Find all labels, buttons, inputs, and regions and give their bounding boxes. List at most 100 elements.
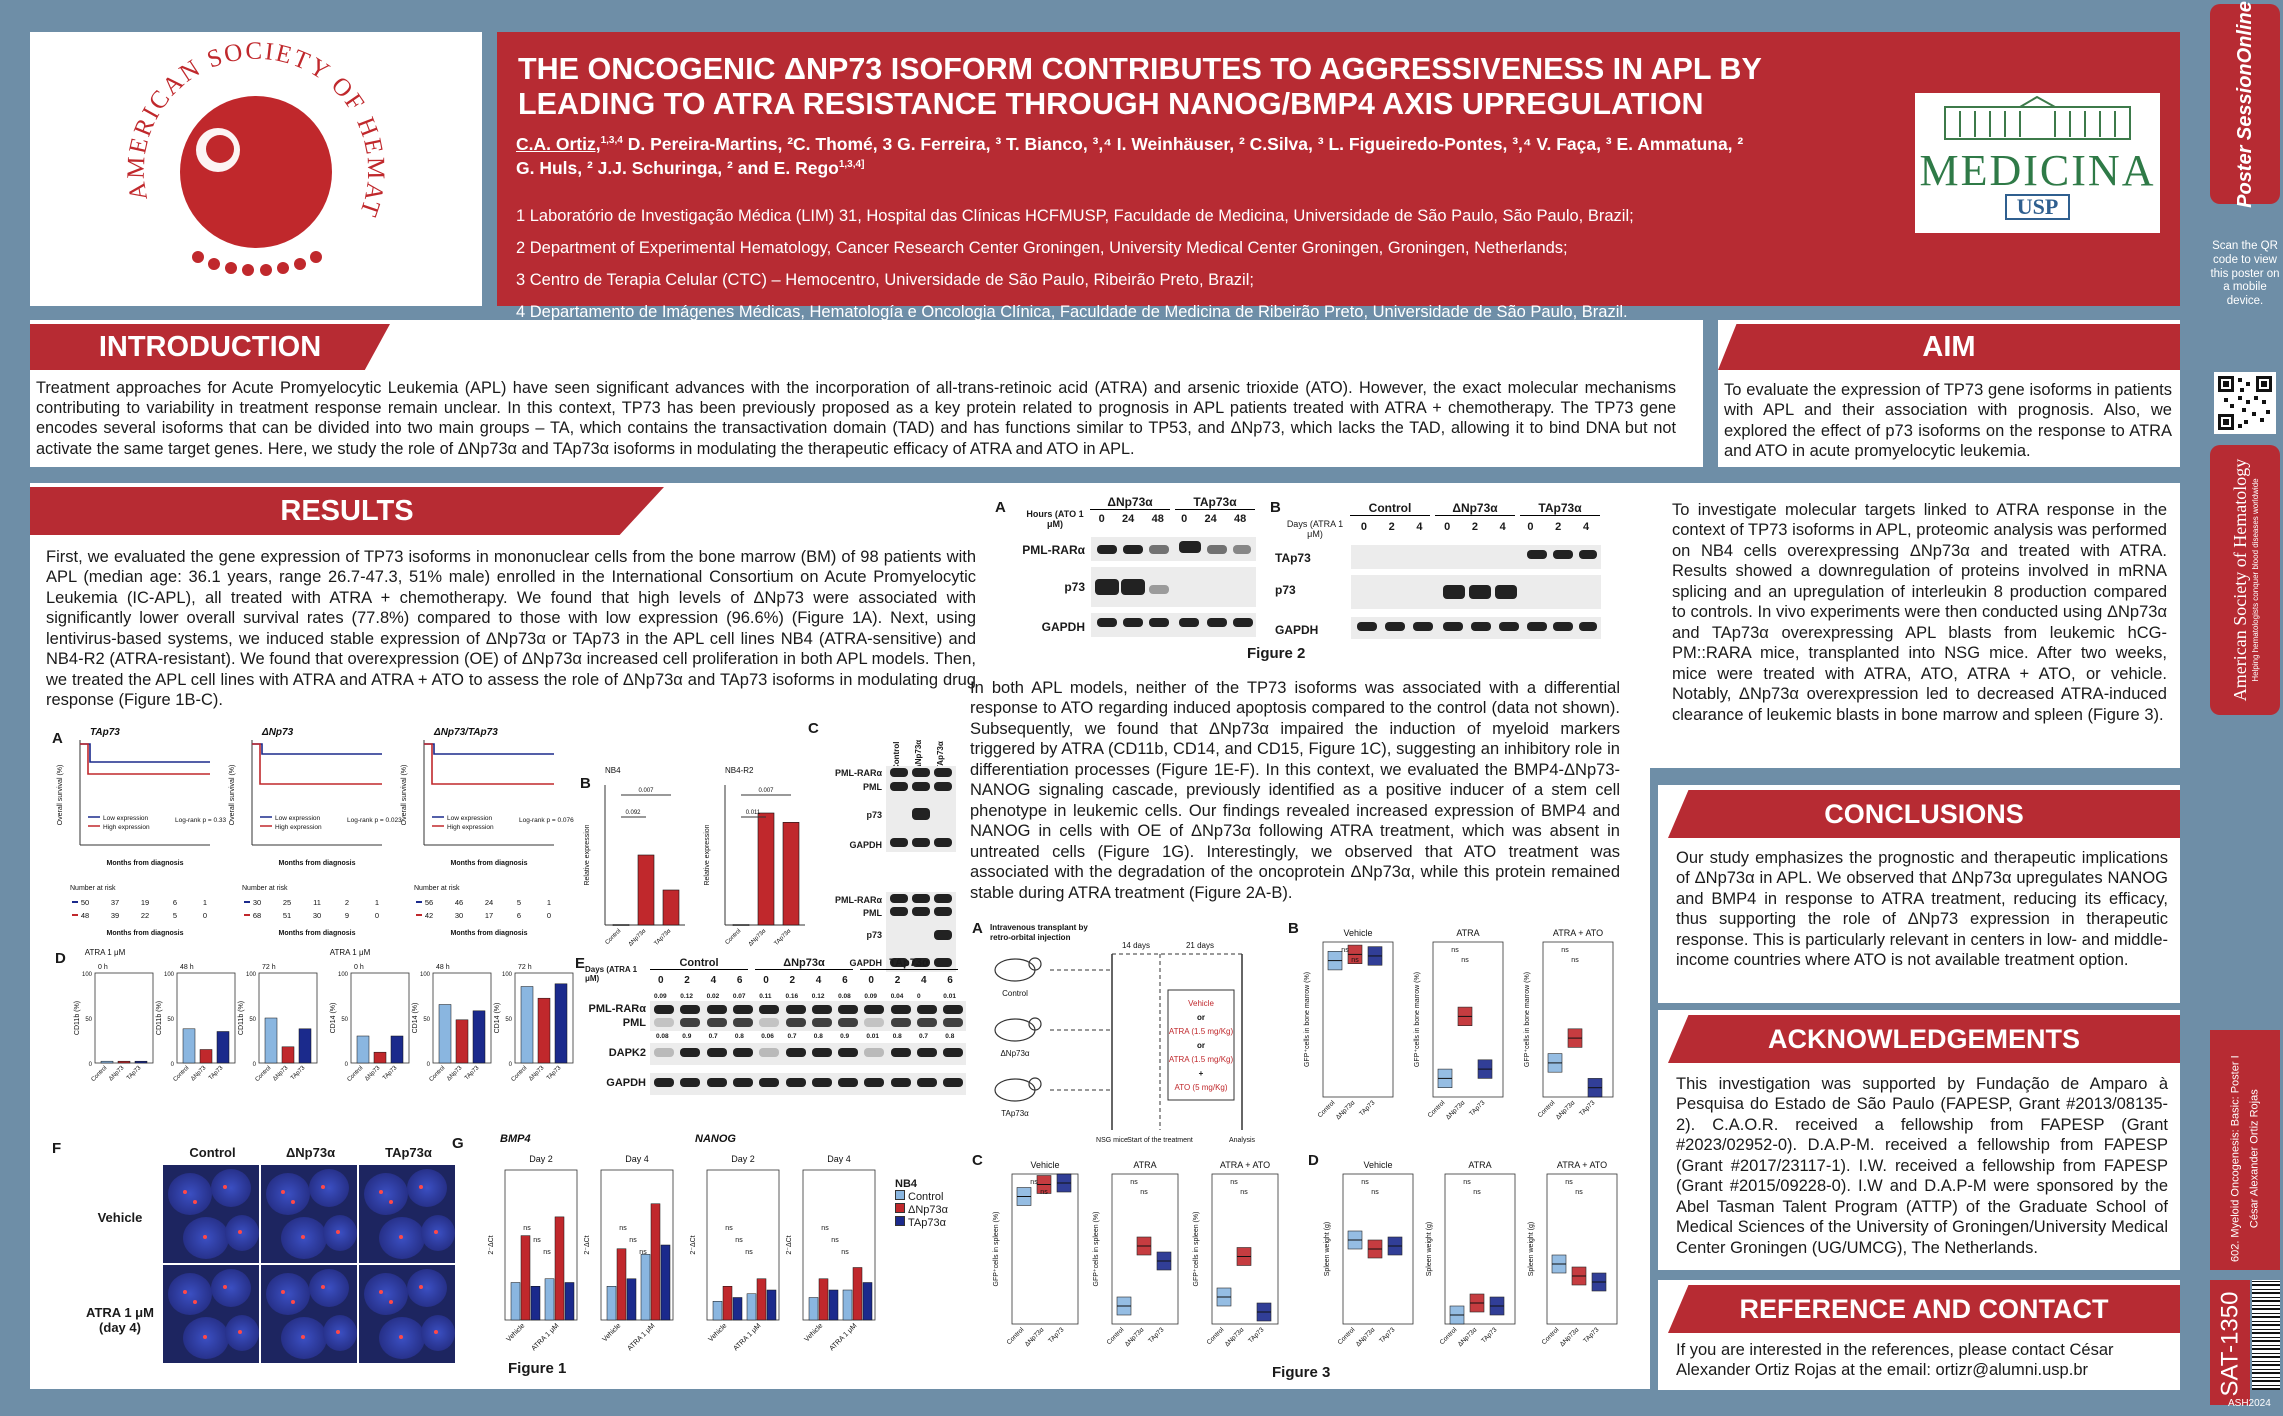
fig2-b-label: B [1270, 499, 1281, 516]
fig3-d-cat-1-1: ΔNp73α [1457, 1326, 1479, 1348]
reference-heading: REFERENCE AND CONTACT [1668, 1285, 2180, 1333]
fig1-a-risk-high-0-4: 0 [203, 911, 207, 920]
fig1-f-row-1: ATRA 1 μM (day 4) [86, 1305, 154, 1335]
fig1-d-cat-4-0: Control [428, 1065, 446, 1083]
fig2-a-label: A [995, 499, 1006, 516]
fig3-c-sig-1-0: ns [1130, 1179, 1138, 1186]
fig1-d-time-4: 48 h [436, 964, 450, 971]
fig1-d-cat-5-1: ΔNp73 [528, 1065, 546, 1083]
fig1-e-quant2-6: 0.8 [813, 1033, 823, 1040]
fig1-b-cat-1-1: ΔNp73α [748, 928, 768, 948]
results-text-2: In both APL models, neither of the TP73 … [970, 679, 1620, 902]
fig1-caption: Figure 1 [508, 1360, 567, 1377]
fig1-d-bar-0-2 [134, 1060, 148, 1064]
fig3-b-cat-0-1: ΔNp73α [1335, 1099, 1357, 1121]
fig3-b-frame-1 [1432, 941, 1504, 1098]
fig1-d-tick-4-50: 50 [423, 1017, 430, 1023]
fig1-e-band [706, 1005, 727, 1014]
fig1-b-cat-0-0: Control [604, 928, 622, 946]
fig1-b-title-0: NB4 [605, 766, 621, 775]
fig1-g-legend-dnp: ΔNp73α [908, 1204, 949, 1216]
fig1-f-image-1-2 [359, 1265, 455, 1363]
fig1-g-bar-1-0 [606, 1286, 617, 1321]
fig1-e-days: Days (ATRA 1 μM) [585, 965, 638, 983]
fig3-d-cat-2-2: TAp73 [1582, 1326, 1600, 1344]
fig1-a-risk-low-2-1: 46 [455, 898, 463, 907]
fig1-g-day-0: Day 2 [529, 1154, 553, 1164]
sidebar-poster-id: SAT-1350 [2210, 1280, 2250, 1405]
fig1-e-band [838, 1018, 859, 1027]
fig3-b-frame-2 [1542, 941, 1614, 1098]
fig1-f-image-0-2 [359, 1165, 455, 1263]
fig1-e-day-2: 4 [710, 975, 717, 986]
fig1-e-band [838, 1048, 859, 1057]
qr-code[interactable] [2214, 372, 2276, 434]
fig1-a-pval-0: Log-rank p = 0.33 [175, 817, 227, 824]
fig3-b-ylabel-2: GFP⁺cells in bone marrow (%) [1524, 972, 1531, 1067]
affiliation-4: 4 Departamento de Imágenes Médicas, Hema… [516, 303, 1628, 321]
fig1-g-legend-title: NB4 [895, 1178, 918, 1190]
fig3-c-sig-0-0: ns [1030, 1179, 1038, 1186]
fig2-b-day-8: 4 [1582, 521, 1590, 533]
fig2-a-blot-2 [1091, 567, 1256, 607]
fig1-a-risk-low-1-2: 11 [313, 898, 321, 907]
poster-title: THE ONCOGENIC ΔNP73 ISOFORM CONTRIBUTES … [518, 52, 1918, 122]
fig1-e-band [943, 1048, 964, 1057]
fig1-f-row-0: Vehicle [97, 1210, 143, 1225]
fig1-e-band [890, 1048, 911, 1057]
fig1-d-cat-2-0: Control [254, 1065, 272, 1083]
fig3-b-sig-0-0: ns [1341, 947, 1349, 954]
fig1-f-image-1-0 [163, 1265, 259, 1363]
fig1-b-ylabel-1: Relative expression [704, 824, 711, 885]
fig1-g-xcat-3-0: Vehicle [803, 1322, 824, 1343]
fig1-d-cat-4-2: TAp73 [464, 1065, 481, 1082]
fig3-a-treatment-3: or [1197, 1041, 1205, 1050]
fig3-c-frame-2 [1211, 1173, 1279, 1325]
fig1-g-day-3: Day 4 [827, 1154, 851, 1164]
aim-text: To evaluate the expression of TP73 gene … [1724, 381, 2172, 461]
fig1-g-bar-0-4 [554, 1216, 565, 1321]
fig2-a-time-5: 48 [1234, 513, 1247, 525]
fig1-a-risk-title-1: Number at risk [242, 885, 288, 892]
fig2-a-times: 0 24 48 0 24 48 [1090, 513, 1255, 525]
affiliation-1: 1 Laboratório de Investigação Médica (LI… [516, 207, 1634, 225]
fig3-d-sig-0-0: ns [1361, 1179, 1369, 1186]
fig1-g-sig-3-1: ns [831, 1237, 839, 1244]
fig3-a-treatment-0: Vehicle [1188, 999, 1214, 1008]
fig1-g-sig-2-0: ns [725, 1225, 733, 1232]
aim-heading: AIM [1718, 324, 2180, 370]
fig1-d-bar-3-1 [373, 1051, 387, 1064]
fig1-a-title-2: ΔNp73/TAp73 [433, 727, 498, 738]
fig1-e-band [890, 1005, 911, 1014]
fig1-a-risk-low-1-3: 2 [345, 898, 349, 907]
fig1-e-band [680, 1048, 701, 1057]
fig1-a-curve-low-1 [252, 743, 382, 755]
fig2-caption: Figure 2 [1247, 645, 1306, 662]
fig2-a-row-1: PML-RARα [1022, 543, 1085, 557]
fig1-d-cat-0-2: TAp73 [126, 1065, 143, 1082]
fig2-a-group-2: TAp73α [1175, 495, 1255, 510]
fig3-d-sig-2-1: ns [1575, 1189, 1583, 1196]
sidebar-brand[interactable]: Poster SessionOnline [2210, 1, 2280, 207]
fig1-g-legend-tap: TAp73α [908, 1217, 946, 1229]
fig1-e-day-9: 2 [894, 975, 901, 986]
fig1-e-band [759, 1078, 780, 1087]
fig1-a-legend-low-0: Low expression [103, 815, 149, 822]
fig3-c-ylabel-2: GFP⁺cells in spleen (%) [1193, 1212, 1200, 1287]
fig1-a-legend-high-1: High expression [275, 824, 322, 831]
fig1-e-group-2: TAp73α [860, 957, 958, 970]
fig1-d-tick-1-100: 100 [164, 972, 175, 978]
fig2-b-day-3: 0 [1444, 521, 1451, 533]
fig3-d-title-0: Vehicle [1363, 1160, 1392, 1170]
fig2-a-blot-3 [1091, 613, 1256, 637]
fig1-d-bar-5-1 [537, 997, 551, 1064]
fig1-b-bar-0-0 [612, 924, 630, 926]
fig2-b-group-1: Control [1350, 501, 1430, 516]
fig1-a-ylabel-2: Overall survival (%) [401, 765, 408, 826]
fig1-e-group-0: Control [650, 957, 748, 970]
fig1-g-legend-control: Control [908, 1191, 944, 1203]
fig2-b-day-list: 0 2 4 0 2 4 0 2 4 [1350, 521, 1600, 533]
fig1-a-risk-low-0-2: 19 [141, 898, 149, 907]
fig1-d-bar-5-0 [520, 986, 534, 1064]
